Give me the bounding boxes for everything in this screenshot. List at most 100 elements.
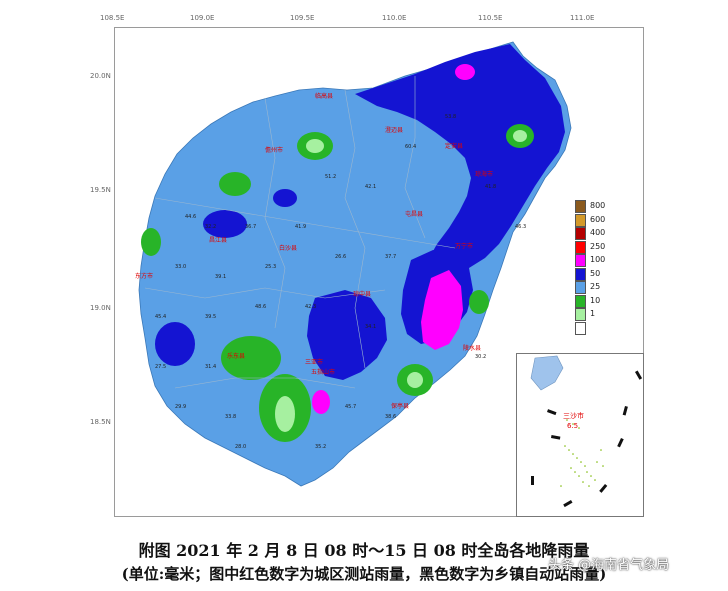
city-label: 昌江县: [209, 237, 227, 244]
legend-swatch: [575, 254, 586, 267]
caption-note: (单位:毫米；图中红色数字为城区测站雨量，黑色数字为乡镇自动站雨量): [121, 565, 607, 583]
lat-tick-label: 18.5N: [90, 418, 111, 426]
legend-swatch: [575, 267, 586, 281]
island-rainfall-svg: 44.6 32.2 36.7 41.9 51.2 42.1 60.4 53.8 …: [135, 41, 572, 487]
nine-dash-line: [531, 370, 643, 508]
rainfall-map: 44.6 32.2 36.7 41.9 51.2 42.1 60.4 53.8 …: [114, 27, 644, 517]
lon-tick-label: 111.0E: [570, 14, 595, 22]
rainfall-spot-10-25-b: [219, 172, 251, 196]
rainfall-spot-100-250-north: [455, 64, 475, 80]
legend-label: 50: [590, 268, 601, 278]
city-label: 屯昌县: [405, 210, 423, 218]
rainfall-spot-50-100-southwest: [155, 322, 195, 366]
lon-tick-label: 109.5E: [290, 14, 315, 22]
station-value: 27.5: [155, 364, 166, 370]
legend-row: 400: [575, 227, 615, 241]
legend-swatch: [575, 240, 586, 254]
lat-tick-label: 20.0N: [90, 72, 111, 80]
station-value: 25.3: [265, 264, 276, 270]
rainfall-band-50-100-north: [355, 44, 565, 332]
station-value: 41.8: [485, 184, 496, 190]
city-label: 三亚市: [305, 358, 323, 366]
lon-tick-label: 110.5E: [478, 14, 503, 22]
legend-row: 1: [575, 308, 615, 322]
rainfall-spot-10-25-c: [221, 336, 281, 380]
legend-swatch: [575, 308, 586, 321]
legend-label: 10: [590, 295, 601, 305]
legend-row: 25: [575, 281, 615, 295]
legend-swatch: [575, 213, 586, 227]
legend-label: 600: [590, 214, 606, 224]
station-value: 42.1: [365, 184, 376, 190]
county-boundaries: [144, 76, 456, 389]
rainfall-spot-1-10-c: [407, 372, 423, 388]
legend-row: 10: [575, 294, 615, 309]
city-labels: 临高县 澄迈县 定安县 儋州市 昌江县 白沙县 琼中县 东方市 乐东县 保亭县 …: [135, 92, 493, 410]
city-label: 临高县: [315, 92, 333, 100]
island-dots: [560, 419, 604, 487]
legend-label: 250: [590, 241, 606, 251]
station-value: 45.4: [155, 314, 166, 320]
rainfall-legend: 800 600 400 250 100 50 25 10 1: [575, 200, 615, 335]
legend-row: 250: [575, 240, 615, 255]
city-label: 儋州市: [265, 146, 283, 154]
station-value: 32.2: [205, 224, 216, 230]
inset-city-name: 三沙市: [563, 411, 584, 420]
rainfall-spot-50-100-northwest: [273, 189, 297, 207]
station-value: 34.1: [365, 324, 376, 330]
station-value: 38.6: [385, 414, 396, 420]
legend-label: 1: [590, 309, 596, 318]
station-value: 31.4: [205, 364, 216, 370]
legend-label: 25: [590, 282, 601, 291]
rainfall-band-50-100-central: [307, 290, 387, 380]
inset-city-value: 6.5: [567, 422, 578, 430]
rainfall-spot-1-10-d: [513, 130, 527, 142]
station-value: 39.5: [205, 314, 216, 320]
lon-tick-label: 109.0E: [190, 14, 215, 22]
rainfall-spot-10-25-h: [469, 290, 489, 314]
legend-swatch: [575, 321, 586, 335]
station-value: 29.9: [175, 404, 186, 410]
legend-row: 800: [575, 200, 615, 214]
south-sea-inset: 三沙市 6.5: [516, 353, 644, 517]
lat-tick-label: 19.0N: [90, 304, 111, 312]
station-value: 39.1: [215, 274, 226, 280]
legend-swatch: [575, 281, 586, 294]
station-value: 30.2: [475, 354, 486, 360]
inset-svg: 三沙市 6.5: [530, 355, 643, 508]
legend-row: 600: [575, 213, 615, 228]
rainfall-spot-100-250-south: [312, 390, 330, 414]
station-value: 51.2: [325, 174, 336, 180]
lon-tick-label: 110.0E: [382, 14, 407, 22]
legend-swatch: [575, 227, 586, 240]
legend-row: 100: [575, 254, 615, 268]
station-value: 45.7: [345, 404, 356, 410]
city-label: 保亭县: [391, 402, 409, 410]
station-value: 37.7: [385, 254, 396, 260]
station-value-labels: 44.6 32.2 36.7 41.9 51.2 42.1 60.4 53.8 …: [155, 114, 526, 450]
station-value: 28.0: [235, 444, 246, 450]
rainfall-spot-50-100-west: [203, 210, 247, 238]
station-value: 48.6: [255, 304, 266, 310]
legend-row: [575, 321, 615, 336]
station-value: 41.9: [295, 224, 306, 230]
station-value: 35.2: [315, 444, 326, 450]
watermark: 头条 @海南省气象局: [548, 558, 670, 573]
city-label: 东方市: [135, 272, 153, 280]
station-value: 36.7: [245, 224, 256, 230]
inset-coast: [530, 355, 564, 391]
city-label: 澄迈县: [385, 126, 403, 134]
station-value: 26.6: [335, 254, 346, 260]
rainfall-spot-10-25-g: [141, 228, 161, 256]
city-label: 琼中县: [353, 290, 371, 298]
station-value: 44.6: [185, 214, 196, 220]
rainfall-spot-1-10-a: [306, 139, 324, 153]
lon-tick-label: 108.5E: [100, 14, 125, 22]
city-label: 万宁市: [455, 242, 473, 250]
legend-label: 800: [590, 201, 606, 210]
city-label: 定安县: [445, 142, 463, 150]
station-value: 46.3: [515, 224, 526, 230]
city-label: 陵水县: [463, 344, 481, 352]
legend-label: 400: [590, 228, 606, 237]
city-label: 乐东县: [227, 352, 245, 360]
